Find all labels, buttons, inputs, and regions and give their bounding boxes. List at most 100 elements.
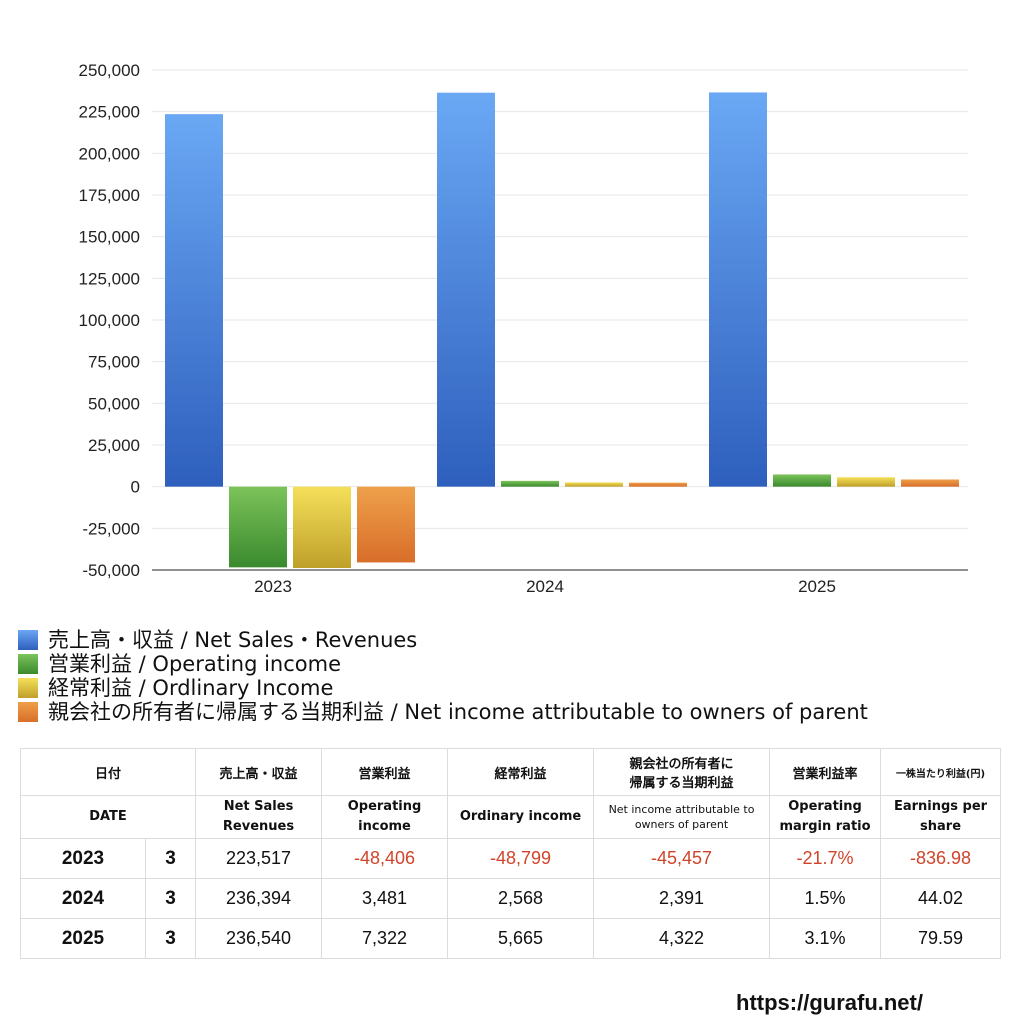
header-margin-jp: 営業利益率 — [769, 748, 882, 796]
y-tick-label: 150,000 — [79, 228, 140, 247]
bar-chart: 250,000 225,000 200,000 175,000 150,000 125,0… — [79, 61, 968, 596]
header-date-jp: 日付 — [19, 748, 197, 796]
bar-net-income-2025 — [901, 479, 959, 487]
header-operating-en-line2: income — [358, 819, 411, 834]
header-net-income-jp-line2: 帰属する当期利益 — [629, 776, 734, 791]
y-tick-label: -50,000 — [82, 561, 140, 580]
y-tick-label: 0 — [131, 478, 140, 497]
header-margin-en-line1: Operating — [788, 799, 862, 814]
header-eps-en-line1: Earnings per — [893, 799, 988, 814]
y-tick-label: 225,000 — [79, 103, 140, 122]
cell-net-income: 4,322 — [593, 918, 771, 959]
legend: 売上高・収益 / Net Sales・Revenues 営業利益 / Opera… — [18, 628, 1018, 724]
financial-table: 日付 売上高・収益 営業利益 経常利益 親会社の所有者に 帰属する当期利益 営業… — [19, 748, 1002, 959]
cell-sales: 223,517 — [195, 838, 323, 879]
bar-operating-2023 — [229, 486, 287, 568]
cell-year: 2025 — [20, 918, 146, 959]
bar-net-income-2023 — [357, 486, 415, 563]
bar-ordinary-2024 — [565, 482, 623, 487]
y-tick-label: 175,000 — [79, 186, 140, 205]
cell-operating: 3,481 — [321, 878, 449, 919]
bar-sales-2024 — [437, 92, 495, 487]
cell-ordinary: 5,665 — [447, 918, 595, 959]
cell-year: 2023 — [20, 838, 146, 879]
y-axis-ticks: 250,000 225,000 200,000 175,000 150,000 125,0… — [79, 61, 140, 580]
header-eps-en-line2: share — [920, 819, 962, 834]
legend-item-ordinary: 経常利益 / Ordlinary Income — [18, 676, 1018, 700]
legend-label-net-income: 親会社の所有者に帰属する当期利益 / Net income attributab… — [48, 700, 868, 724]
bar-ordinary-2023 — [293, 486, 351, 568]
header-net-income-jp: 親会社の所有者に 帰属する当期利益 — [593, 748, 771, 796]
legend-label-operating: 営業利益 / Operating income — [48, 652, 342, 676]
bar-ordinary-2025 — [837, 477, 895, 487]
table-row: 2025 3 236,540 7,322 5,665 4,322 3.1% 79… — [20, 918, 1002, 959]
y-tick-label: 125,000 — [79, 269, 140, 288]
x-tick-label: 2023 — [254, 577, 292, 596]
x-axis-ticks: 2023 2024 2025 — [254, 577, 836, 596]
cell-margin: 3.1% — [769, 918, 882, 959]
cell-sales: 236,394 — [195, 878, 323, 919]
bar-sales-2025 — [709, 92, 767, 487]
header-sales-en: Net Sales Revenues — [195, 795, 323, 839]
bar-sales-2023 — [165, 114, 223, 487]
header-ordinary-en: Ordinary income — [447, 795, 595, 839]
bar-operating-2025 — [773, 474, 831, 487]
cell-net-income: -45,457 — [593, 838, 771, 879]
y-tick-label: 25,000 — [88, 436, 140, 455]
bar-operating-2024 — [501, 480, 559, 487]
y-tick-label: 75,000 — [88, 353, 140, 372]
legend-item-operating: 営業利益 / Operating income — [18, 652, 1018, 676]
header-operating-en: Operating income — [321, 795, 449, 839]
legend-item-net-income: 親会社の所有者に帰属する当期利益 / Net income attributab… — [18, 700, 1018, 724]
header-eps-jp: 一株当たり利益(円) — [880, 748, 1002, 796]
y-tick-label: 200,000 — [79, 144, 140, 163]
cell-net-income: 2,391 — [593, 878, 771, 919]
grid-lines — [152, 69, 968, 571]
legend-swatch-operating — [18, 654, 38, 674]
cell-eps: 44.02 — [880, 878, 1002, 919]
header-margin-en: Operating margin ratio — [769, 795, 882, 839]
header-ordinary-jp: 経常利益 — [447, 748, 595, 796]
header-sales-jp: 売上高・収益 — [195, 748, 323, 796]
table-row: 2023 3 223,517 -48,406 -48,799 -45,457 -… — [20, 838, 1002, 879]
table-row: 2024 3 236,394 3,481 2,568 2,391 1.5% 44… — [20, 878, 1002, 919]
cell-month: 3 — [144, 918, 197, 959]
cell-sales: 236,540 — [195, 918, 323, 959]
cell-margin: 1.5% — [769, 878, 882, 919]
y-tick-label: 250,000 — [79, 61, 140, 80]
cell-year: 2024 — [20, 878, 146, 919]
footer-url: https://gurafu.net/ — [736, 990, 923, 1015]
header-margin-en-line2: margin ratio — [779, 819, 871, 834]
header-net-income-en: Net income attributable to owners of par… — [593, 795, 771, 839]
legend-label-ordinary: 経常利益 / Ordlinary Income — [48, 676, 334, 700]
header-sales-en-line2: Revenues — [222, 819, 295, 834]
y-tick-label: 50,000 — [88, 394, 140, 413]
header-net-income-jp-line1: 親会社の所有者に — [629, 757, 734, 772]
cell-operating: -48,406 — [321, 838, 449, 879]
bar-net-income-2024 — [629, 482, 687, 487]
table-header-jp: 日付 売上高・収益 営業利益 経常利益 親会社の所有者に 帰属する当期利益 営業… — [19, 748, 1002, 796]
cell-operating: 7,322 — [321, 918, 449, 959]
y-tick-label: 100,000 — [79, 311, 140, 330]
cell-ordinary: 2,568 — [447, 878, 595, 919]
header-date-en: DATE — [19, 795, 197, 839]
legend-swatch-net-income — [18, 702, 38, 722]
x-tick-label: 2025 — [798, 577, 836, 596]
header-eps-en: Earnings per share — [880, 795, 1002, 839]
cell-month: 3 — [144, 838, 197, 879]
header-net-income-en-line2: owners of parent — [634, 818, 729, 831]
legend-swatch-ordinary — [18, 678, 38, 698]
cell-eps: 79.59 — [880, 918, 1002, 959]
cell-margin: -21.7% — [769, 838, 882, 879]
cell-eps: -836.98 — [880, 838, 1002, 879]
x-tick-label: 2024 — [526, 577, 564, 596]
bars — [165, 92, 959, 568]
header-net-income-en-line1: Net income attributable to — [608, 803, 755, 816]
header-sales-en-line1: Net Sales — [223, 799, 294, 814]
header-operating-en-line1: Operating — [347, 799, 422, 814]
cell-ordinary: -48,799 — [447, 838, 595, 879]
legend-item-sales: 売上高・収益 / Net Sales・Revenues — [18, 628, 1018, 652]
y-tick-label: -25,000 — [82, 519, 140, 538]
table-header-en: DATE Net Sales Revenues Operating income… — [19, 795, 1002, 839]
legend-swatch-sales — [18, 630, 38, 650]
